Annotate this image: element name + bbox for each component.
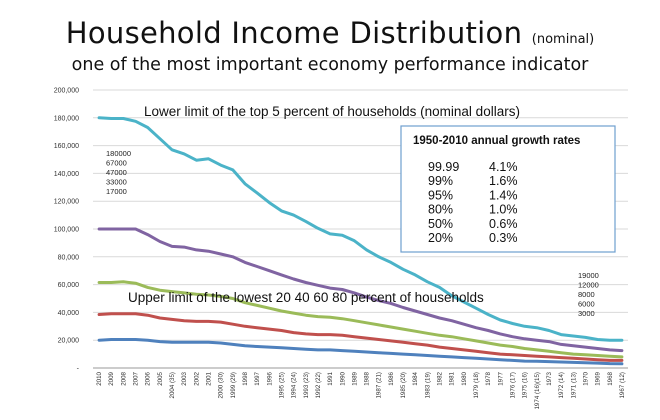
right-value-label: 12000	[578, 281, 599, 290]
x-tick-label: 2000 (30)	[218, 372, 225, 399]
growth-table-frame	[400, 125, 616, 253]
y-tick-label: 20,000	[58, 338, 80, 345]
x-tick-label: 1990	[339, 371, 346, 385]
y-tick-label: -	[77, 366, 80, 373]
chart-title-main: Household Income Distribution	[65, 16, 523, 50]
left-value-label: 47000	[106, 168, 127, 177]
right-value-label: 6000	[578, 300, 595, 309]
series-line	[97, 312, 624, 362]
x-tick-label: 1979 (18)	[473, 372, 480, 399]
x-tick-label: 2007	[133, 371, 140, 385]
right-value-label: 19000	[578, 271, 599, 280]
growth-rate: 0.6%	[489, 217, 518, 231]
x-tick-label: 1977	[497, 371, 504, 385]
x-tick-label: 1997	[254, 371, 261, 385]
x-tick-label: 2009	[108, 371, 115, 385]
growth-rate: 1.6%	[489, 174, 518, 188]
series-line	[97, 227, 624, 353]
chart-title: Household Income Distribution (nominal)	[0, 16, 660, 50]
y-tick-label: 60,000	[58, 282, 80, 289]
y-tick-label: 140,000	[54, 171, 79, 178]
x-tick-label: 2003	[181, 371, 188, 385]
y-tick-label: 180,000	[54, 115, 79, 122]
growth-percentile: 99%	[428, 174, 453, 188]
x-tick-label: 2010	[96, 371, 103, 385]
x-tick-label: 1968	[607, 371, 614, 385]
x-tick-label: 1976 (17)	[509, 372, 516, 399]
growth-table-title: 1950-2010 annual growth rates	[413, 135, 580, 147]
right-value-label: 8000	[578, 290, 595, 299]
x-tick-label: 1967 (12)	[619, 372, 626, 399]
chart-title-suffix: (nominal)	[531, 32, 595, 47]
x-tick-label: 2001	[206, 371, 213, 385]
left-value-label: 33000	[106, 178, 127, 187]
growth-percentile: 95%	[428, 188, 453, 202]
left-value-label: 180000	[106, 149, 131, 158]
x-tick-label: 2004 (35)	[169, 372, 176, 399]
y-tick-label: 100,000	[54, 227, 79, 234]
x-tick-label: 1988	[364, 371, 371, 385]
x-tick-label: 1983 (19)	[424, 372, 431, 399]
x-tick-label: 1998	[242, 371, 249, 385]
x-tick-label: 1994 (24)	[291, 372, 298, 399]
right-value-label: 3000	[578, 309, 595, 318]
y-axis-ticks: - 20,000 40,000 60,000 80,000 100,000 120,000 1…	[54, 88, 80, 373]
growth-table-rows: 99.99 4.1% 99% 1.6% 95% 1.4% 80% 1.0% 50% 0.6% 20%…	[428, 160, 518, 245]
y-tick-label: 80,000	[58, 254, 80, 261]
x-tick-label: 2002	[193, 371, 200, 385]
x-tick-label: 1970	[582, 371, 589, 385]
y-tick-label: 160,000	[54, 143, 79, 150]
x-tick-label: 1969	[595, 371, 602, 385]
x-tick-label: 1984	[412, 371, 419, 385]
growth-rate: 1.4%	[489, 188, 518, 202]
x-tick-label: 2006	[145, 371, 152, 385]
y-tick-label: 40,000	[58, 310, 80, 317]
x-tick-label: 1999 (29)	[230, 372, 237, 399]
growth-percentile: 80%	[428, 203, 453, 217]
growth-percentile: 20%	[428, 231, 453, 245]
x-tick-label: 1993 (23)	[303, 372, 310, 399]
x-tick-label: 1974 (16)(15)	[534, 372, 541, 410]
x-tick-label: 1982	[437, 371, 444, 385]
series-line	[97, 338, 624, 366]
x-tick-label: 1985 (20)	[400, 372, 407, 399]
annotation-bottom-label: Upper limit of the lowest 20 40 60 80 pe…	[128, 290, 484, 305]
x-tick-label: 1981	[449, 371, 456, 385]
x-tick-label: 1972 (14)	[558, 372, 565, 399]
series-line	[97, 116, 624, 342]
growth-percentile: 50%	[428, 217, 453, 231]
x-tick-label: 1992 (22)	[315, 372, 322, 399]
y-tick-label: 200,000	[54, 88, 79, 95]
series-lines	[97, 116, 624, 366]
x-tick-label: 1995 (25)	[278, 372, 285, 399]
x-tick-label: 1987 (21)	[376, 372, 383, 399]
x-axis-ticks: 2010 2009 2008 2007 2006 2005 2004 (35) 2003 200…	[96, 371, 626, 409]
x-tick-label: 1978	[485, 371, 492, 385]
annotation-top-label: Lower limit of the top 5 percent of hous…	[144, 104, 520, 119]
x-tick-label: 2005	[157, 371, 164, 385]
growth-rate-table: 1950-2010 annual growth rates 99.99 4.1%9…	[400, 125, 616, 253]
growth-percentile: 99.99	[428, 160, 459, 174]
x-tick-label: 1971 (13)	[570, 372, 577, 399]
x-tick-label: 1973	[546, 371, 553, 385]
x-tick-label: 2008	[120, 371, 127, 385]
x-tick-label: 1986	[388, 371, 395, 385]
growth-rate: 0.3%	[489, 231, 518, 245]
series-line	[97, 280, 624, 359]
x-tick-label: 1991	[327, 371, 334, 385]
growth-rate: 1.0%	[489, 203, 518, 217]
x-tick-label: 1996	[266, 371, 273, 385]
left-value-label: 17000	[106, 187, 127, 196]
x-tick-label: 1975 (16)	[522, 372, 529, 399]
y-tick-label: 120,000	[54, 199, 79, 206]
x-tick-label: 1989	[351, 371, 358, 385]
x-tick-label: 1980	[461, 371, 468, 385]
left-value-label: 67000	[106, 159, 127, 168]
chart-subtitle: one of the most important economy perfor…	[71, 55, 589, 75]
growth-rate: 4.1%	[489, 160, 518, 174]
